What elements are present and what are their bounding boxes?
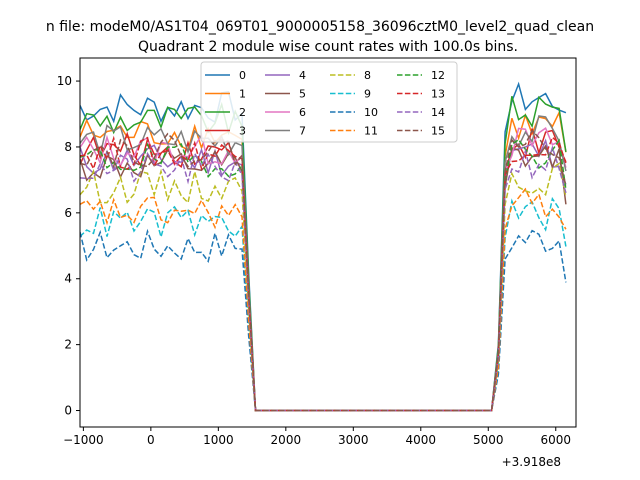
chart-title: Quadrant 2 module wise count rates with … xyxy=(138,39,518,55)
legend-label: 11 xyxy=(364,125,378,138)
x-tick-label: 2000 xyxy=(271,433,302,447)
legend-label: 0 xyxy=(239,69,246,82)
x-tick-label: 1000 xyxy=(203,433,234,447)
legend-label: 1 xyxy=(239,88,246,101)
legend-label: 12 xyxy=(431,69,445,82)
y-tick-label: 2 xyxy=(64,338,72,352)
y-tick-label: 4 xyxy=(64,272,72,286)
legend-label: 9 xyxy=(364,88,371,101)
legend-label: 2 xyxy=(239,106,246,119)
y-tick-label: 10 xyxy=(57,74,72,88)
x-tick-label: 6000 xyxy=(540,433,571,447)
series-line-15 xyxy=(80,129,567,412)
y-tick-label: 0 xyxy=(64,404,72,418)
legend-label: 8 xyxy=(364,69,371,82)
series-lines xyxy=(80,81,567,412)
x-axis: −1000 0 1000 2000 3000 4000 5000 6000 xyxy=(63,427,571,447)
legend-label: 5 xyxy=(299,88,306,101)
legend-label: 6 xyxy=(299,106,306,119)
figure-suptitle: n file: modeM0/AS1T04_069T01_9000005158_… xyxy=(46,19,594,35)
legend-label: 14 xyxy=(431,106,445,119)
legend-label: 7 xyxy=(299,125,306,138)
x-tick-label: −1000 xyxy=(63,433,104,447)
axes-frame xyxy=(79,57,577,428)
legend-label: 15 xyxy=(431,125,445,138)
x-tick-label: 3000 xyxy=(338,433,369,447)
x-tick-label: 5000 xyxy=(473,433,504,447)
legend-label: 10 xyxy=(364,106,378,119)
y-tick-label: 6 xyxy=(64,206,72,220)
legend-box xyxy=(200,61,458,143)
legend-label: 13 xyxy=(431,88,445,101)
x-offset-label: +3.918e8 xyxy=(502,455,561,469)
y-axis: 0 2 4 6 8 10 xyxy=(57,74,80,418)
x-tick-label: 4000 xyxy=(406,433,437,447)
legend-label: 4 xyxy=(299,69,306,82)
x-tick-label: 0 xyxy=(147,433,155,447)
legend-label: 3 xyxy=(239,125,246,138)
plot-area xyxy=(80,81,567,412)
y-tick-label: 8 xyxy=(64,140,72,154)
